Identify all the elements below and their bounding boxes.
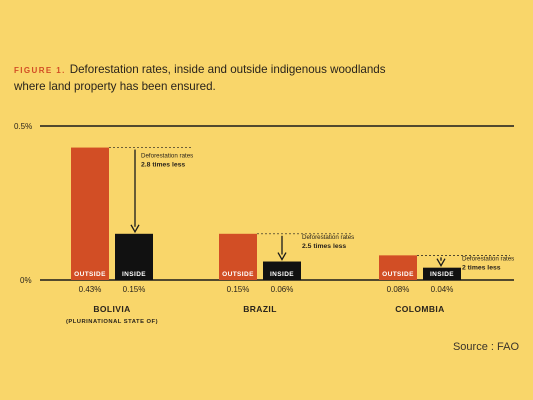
annotation-line2-bolivia: 2.8 times less bbox=[141, 162, 185, 169]
source-note: Source : FAO bbox=[452, 341, 519, 353]
value-label-inside-brazil: 0.06% bbox=[271, 285, 294, 294]
annotation-line1-brazil: Deforestation rates bbox=[302, 234, 354, 241]
value-label-inside-colombia: 0.04% bbox=[431, 285, 454, 294]
bar-label-outside: OUTSIDE bbox=[222, 271, 254, 278]
title-line-2: where land property has been ensured. bbox=[14, 79, 216, 93]
country-label-colombia: COLOMBIA bbox=[395, 304, 444, 314]
figure-label: FIGURE 1. bbox=[14, 66, 66, 75]
country-sublabel-bolivia: (PLURINATIONAL STATE OF) bbox=[66, 319, 158, 325]
arrow-head-icon bbox=[436, 258, 446, 267]
bar-label-inside: INSIDE bbox=[122, 271, 146, 278]
annotation-line1-bolivia: Deforestation rates bbox=[141, 153, 193, 160]
country-label-bolivia: BOLIVIA bbox=[93, 304, 130, 314]
bar-outside-colombia bbox=[379, 255, 417, 280]
bar-label-outside: OUTSIDE bbox=[382, 271, 414, 278]
arrow-head-icon bbox=[277, 252, 287, 261]
value-label-outside-brazil: 0.15% bbox=[227, 285, 250, 294]
bar-outside-brazil bbox=[219, 233, 257, 280]
bar-inside-brazil bbox=[263, 261, 301, 280]
country-label-brazil: BRAZIL bbox=[243, 304, 277, 314]
bar-inside-bolivia bbox=[115, 233, 153, 280]
title-line-1: Deforestation rates, inside and outside … bbox=[69, 63, 386, 76]
bar-inside-colombia bbox=[423, 267, 461, 280]
bar-label-inside: INSIDE bbox=[430, 271, 454, 278]
value-label-outside-colombia: 0.08% bbox=[387, 285, 410, 294]
arrow-head-icon bbox=[130, 224, 140, 234]
annotation-line2-colombia: 2 times less bbox=[462, 264, 501, 271]
chart-title: FIGURE 1. Deforestation rates, inside and… bbox=[14, 62, 514, 94]
value-label-inside-bolivia: 0.15% bbox=[123, 285, 146, 294]
annotation-line2-brazil: 2.5 times less bbox=[302, 243, 346, 250]
y-tick-label-top: 0.5% bbox=[14, 122, 32, 131]
bar-label-outside: OUTSIDE bbox=[74, 271, 106, 278]
bar-label-inside: INSIDE bbox=[270, 271, 294, 278]
annotation-line1-colombia: Deforestation rates bbox=[462, 255, 514, 262]
bar-outside-bolivia bbox=[71, 147, 109, 280]
y-tick-label-zero: 0% bbox=[20, 276, 32, 285]
value-label-outside-bolivia: 0.43% bbox=[79, 285, 102, 294]
